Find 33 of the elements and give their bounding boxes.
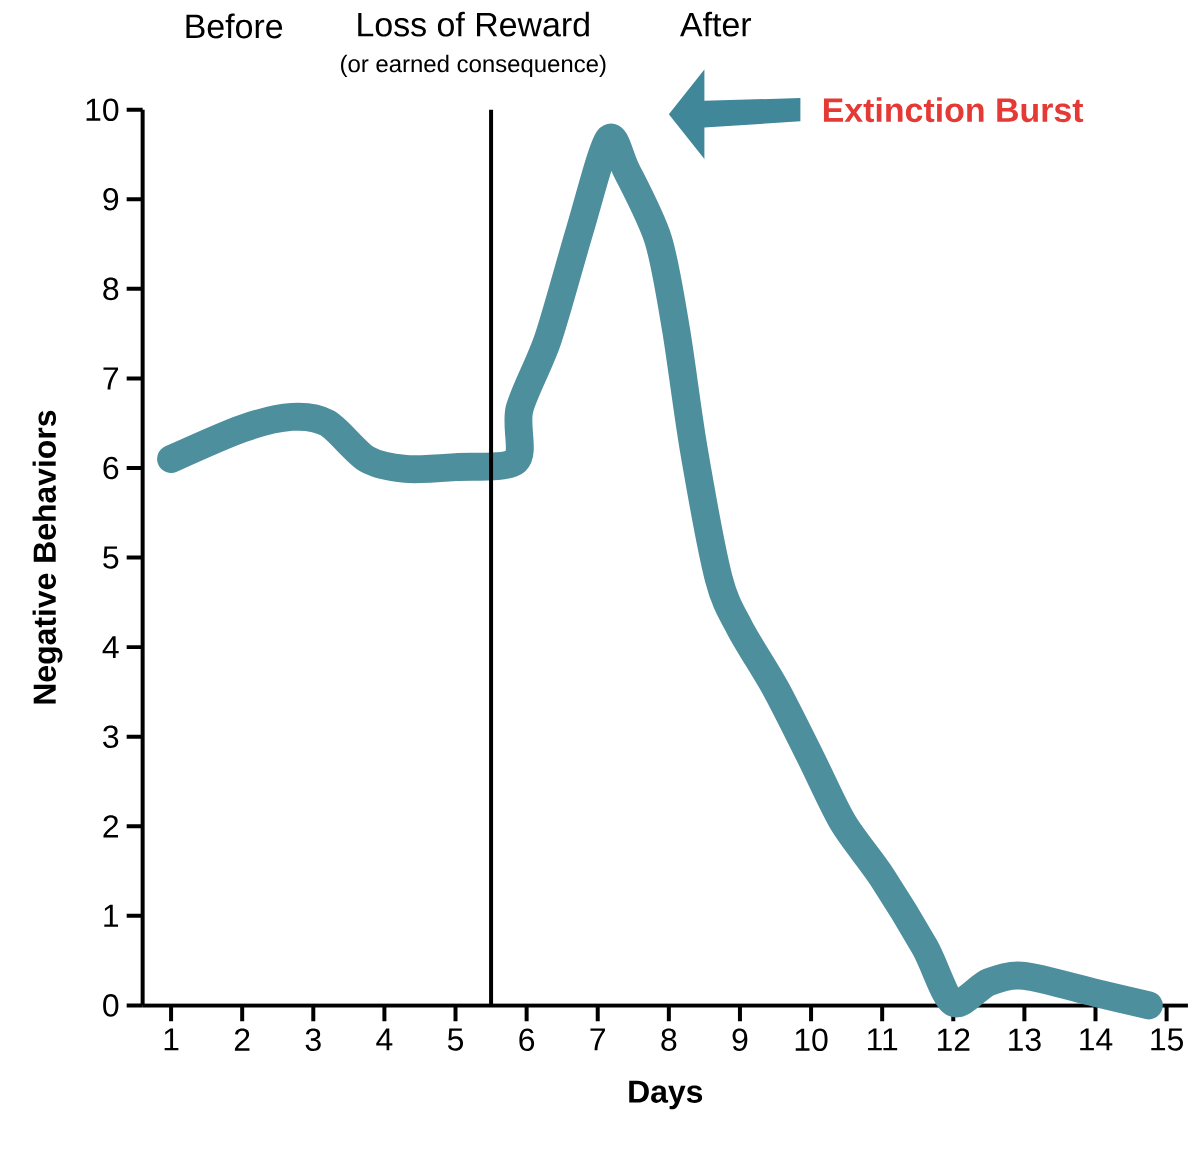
x-tick-label: 3 — [305, 1028, 321, 1051]
text: After — [680, 11, 752, 37]
text: (or earned consequence) — [341, 54, 606, 78]
y-tick-label: 6 — [103, 456, 119, 480]
ref-line-label: Loss of Reward — [358, 11, 589, 37]
y-tick-label: 8 — [103, 277, 119, 301]
x-tick-label: 9 — [732, 1028, 748, 1051]
annotation: Extinction Burst — [823, 97, 1084, 123]
x-tick-label: 5 — [447, 1028, 464, 1051]
x-axis-title: Days — [629, 1080, 703, 1110]
x-tick-label: 7 — [590, 1028, 605, 1051]
x-tick-label: 10 — [795, 1028, 828, 1051]
x-tick-label: 6 — [519, 1028, 535, 1051]
x-tick-label: 14 — [1080, 1028, 1113, 1051]
x-tick-label: 4 — [376, 1028, 393, 1051]
y-tick-label: 1 — [104, 904, 119, 927]
y-tick-label: 9 — [103, 187, 119, 211]
x-tick-label: 15 — [1151, 1028, 1183, 1051]
text: Before — [186, 13, 283, 39]
x-tick-label: 12 — [937, 1028, 970, 1051]
y-tick-label: 5 — [103, 546, 119, 569]
x-tick-label: 2 — [234, 1028, 250, 1051]
y-tick-label: 2 — [103, 815, 119, 838]
y-tick-label: 3 — [103, 725, 119, 748]
x-tick-label: 13 — [1009, 1028, 1041, 1051]
y-tick-label: 10 — [86, 98, 119, 122]
x-tick-label: 8 — [661, 1028, 677, 1051]
y-tick-label: 7 — [103, 367, 119, 390]
y-axis-title: Negative Behaviors — [32, 410, 63, 704]
x-tick-label: 11 — [868, 1028, 898, 1051]
y-tick-label: 4 — [102, 636, 119, 659]
y-tick-label: 0 — [103, 994, 119, 1017]
x-tick-label: 1 — [164, 1028, 179, 1051]
